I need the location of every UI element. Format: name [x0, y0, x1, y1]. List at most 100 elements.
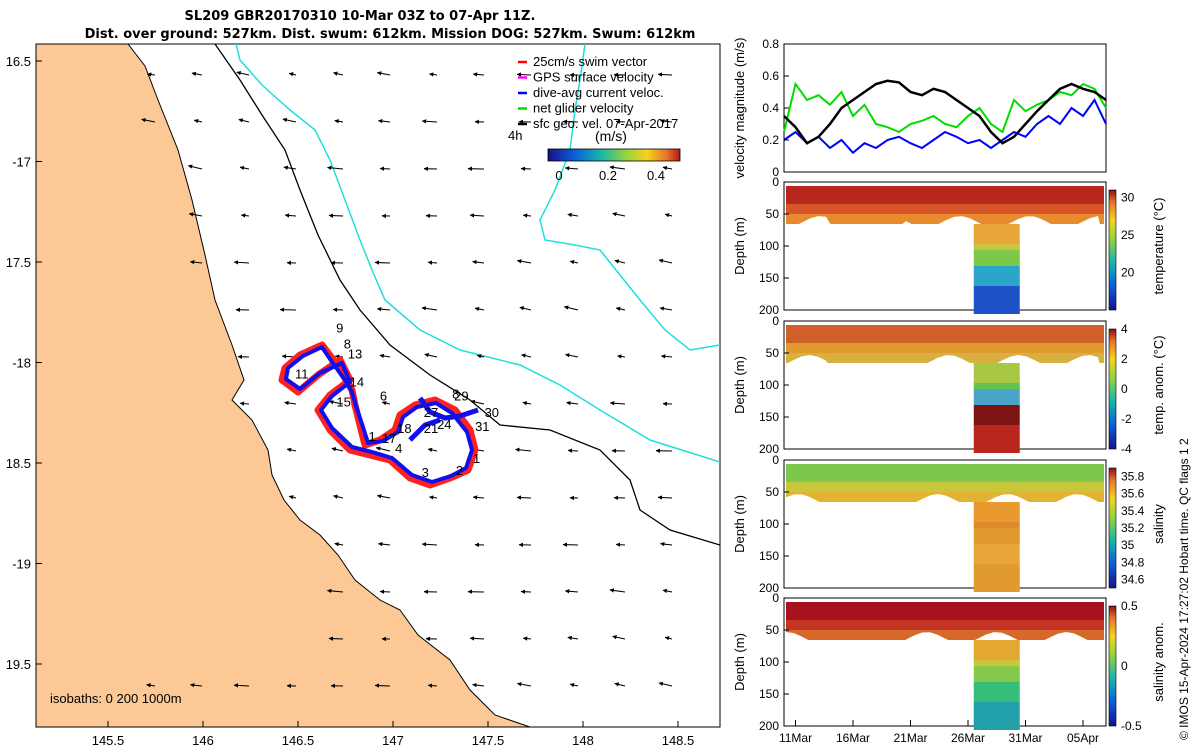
section-panel-1: 0 50 100 150 200 Depth (m) 20 25 30 temperature (…	[732, 175, 1166, 317]
day-label: 31	[475, 419, 489, 434]
colorbar-tick: 34.8	[1121, 555, 1145, 569]
copyright-note: © IMOS 15-Apr-2024 17:27:02 Hobart time.…	[1177, 438, 1191, 740]
day-label: 29	[454, 389, 468, 404]
current-vector	[334, 119, 344, 124]
current-vector	[239, 401, 250, 406]
current-vector	[333, 494, 344, 499]
section-panel-3: 0 50 100 150 200 Depth (m) 35.8 35.6 35.4 35.2 35 3…	[732, 453, 1166, 595]
current-vector	[472, 495, 485, 500]
day-label: 1	[473, 451, 480, 466]
legend-entry: 25cm/s swim vector	[533, 54, 648, 69]
colorbar-label: temp. anom. (°C)	[1151, 335, 1166, 434]
current-vector	[421, 119, 438, 124]
day-label: 30	[485, 405, 499, 420]
section-colorbar	[1108, 467, 1117, 589]
map-lon-ticks: 145.5 146 146.5 147 147.5 148 148.5	[92, 721, 695, 748]
section-deep-layer	[973, 250, 1020, 266]
current-vector	[421, 542, 438, 547]
velocity-y-tick: 0.4	[762, 101, 779, 115]
map-lat-ticks: 16.5 -17 17.5 -18 18.5 -19 19.5	[6, 54, 42, 672]
current-vector	[516, 72, 532, 77]
lat-tick-label: 16.5	[6, 54, 31, 69]
lat-tick-label: -19	[12, 557, 31, 572]
lon-tick-label: 148.5	[662, 733, 695, 748]
current-vector	[658, 258, 673, 264]
current-vector	[662, 165, 673, 171]
current-vector	[522, 213, 532, 218]
current-vector	[376, 306, 391, 312]
depth-tick: 150	[759, 410, 779, 424]
time-tick-label: 16Mar	[836, 731, 870, 745]
isobath-200m	[214, 44, 720, 546]
current-vector	[521, 353, 532, 358]
colorbar-tick: 0	[1121, 659, 1128, 673]
current-vector	[617, 354, 626, 359]
current-vector	[427, 683, 438, 688]
current-vector	[328, 213, 344, 218]
depth-tick: 50	[766, 485, 780, 499]
lon-tick-label: 148	[572, 733, 594, 748]
section-mask	[786, 216, 1104, 242]
current-vector	[331, 447, 344, 452]
current-vector	[187, 164, 203, 170]
current-vector	[282, 117, 297, 123]
section-deep-layer	[973, 564, 1020, 592]
section-deep-layer	[973, 528, 1020, 544]
current-vector	[334, 542, 344, 547]
section-panel-2: 0 50 100 150 200 Depth (m) 4 2 0 -2 -4 temp. anom. …	[732, 314, 1166, 456]
current-vector	[516, 495, 532, 500]
depth-tick: 200	[759, 581, 779, 595]
current-vector	[564, 166, 579, 171]
current-vector	[146, 72, 156, 77]
section-deep-layer	[973, 544, 1020, 564]
section-deep-layer	[973, 286, 1020, 314]
section-deep-layer	[973, 502, 1020, 522]
day-label: 27	[424, 405, 438, 420]
glider-track-blue-inner	[408, 396, 479, 442]
current-vector	[469, 213, 485, 218]
colorbar-tick: 25	[1121, 228, 1135, 242]
day-label: 13	[348, 346, 362, 361]
depth-tick: 50	[766, 207, 780, 221]
section-deep-layer	[973, 266, 1020, 286]
current-vector	[659, 306, 673, 311]
day-label: 21	[424, 421, 438, 436]
current-vector	[615, 306, 626, 312]
colorbar-tick-2: 0.4	[647, 168, 665, 183]
depth-ylabel: Depth (m)	[732, 633, 747, 691]
day-label: 15	[336, 395, 350, 410]
current-vector	[567, 448, 579, 453]
colorbar-label: salinity	[1151, 504, 1166, 544]
current-vector	[565, 353, 579, 358]
section-layer	[786, 186, 1104, 204]
section-deep-layer	[973, 666, 1020, 682]
current-vector	[284, 400, 297, 406]
section-mask	[786, 494, 1104, 520]
section-deep-layer	[973, 363, 1020, 383]
velocity-panel: 0 0.2 0.4 0.6 0.8 velocity magnitude (m/s)	[732, 37, 1107, 179]
current-vector	[326, 588, 344, 594]
day-label: 8	[344, 336, 351, 351]
current-vector	[469, 636, 485, 641]
colorbar-tick: 35	[1121, 538, 1135, 552]
day-label: 2	[456, 463, 463, 478]
velocity-series	[783, 79, 1107, 155]
section-colorbar	[1108, 189, 1117, 311]
depth-tick: 100	[759, 655, 779, 669]
section-deep-layer	[973, 389, 1020, 405]
velocity-ylabel: velocity magnitude (m/s)	[732, 38, 747, 179]
section-layer	[786, 482, 1104, 492]
current-vector	[519, 306, 532, 311]
current-vector	[239, 165, 250, 171]
current-vector	[233, 260, 250, 265]
day-label: 1	[368, 429, 375, 444]
current-vector-field	[141, 70, 673, 689]
depth-tick: 100	[759, 517, 779, 531]
current-vector	[288, 495, 297, 500]
legend-entry: dive-avg current veloc.	[533, 85, 664, 100]
section-layer	[786, 464, 1104, 482]
current-vector	[188, 212, 203, 217]
current-vector	[421, 306, 438, 311]
